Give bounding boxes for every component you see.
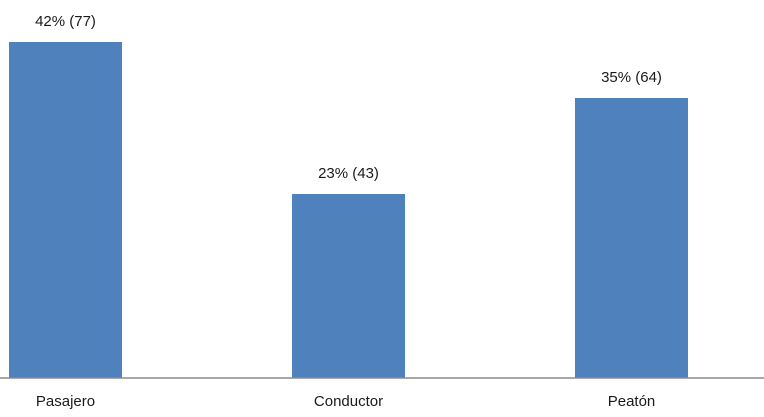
bar-pasajero (9, 42, 122, 378)
category-label-conductor: Conductor (314, 393, 383, 410)
bars-layer (9, 42, 688, 378)
category-label-peatón: Peatón (608, 393, 656, 410)
data-label-pasajero: 42% (77) (35, 13, 96, 30)
data-label-peatón: 35% (64) (601, 69, 662, 86)
category-label-pasajero: Pasajero (36, 393, 95, 410)
bar-peatón (575, 98, 688, 378)
category-labels-layer: Pasajero Conductor Peatón (36, 393, 655, 410)
bar-conductor (292, 194, 405, 378)
data-labels-layer: 42% (77) 23% (43) 35% (64) (35, 13, 662, 182)
data-label-conductor: 23% (43) (318, 165, 379, 182)
